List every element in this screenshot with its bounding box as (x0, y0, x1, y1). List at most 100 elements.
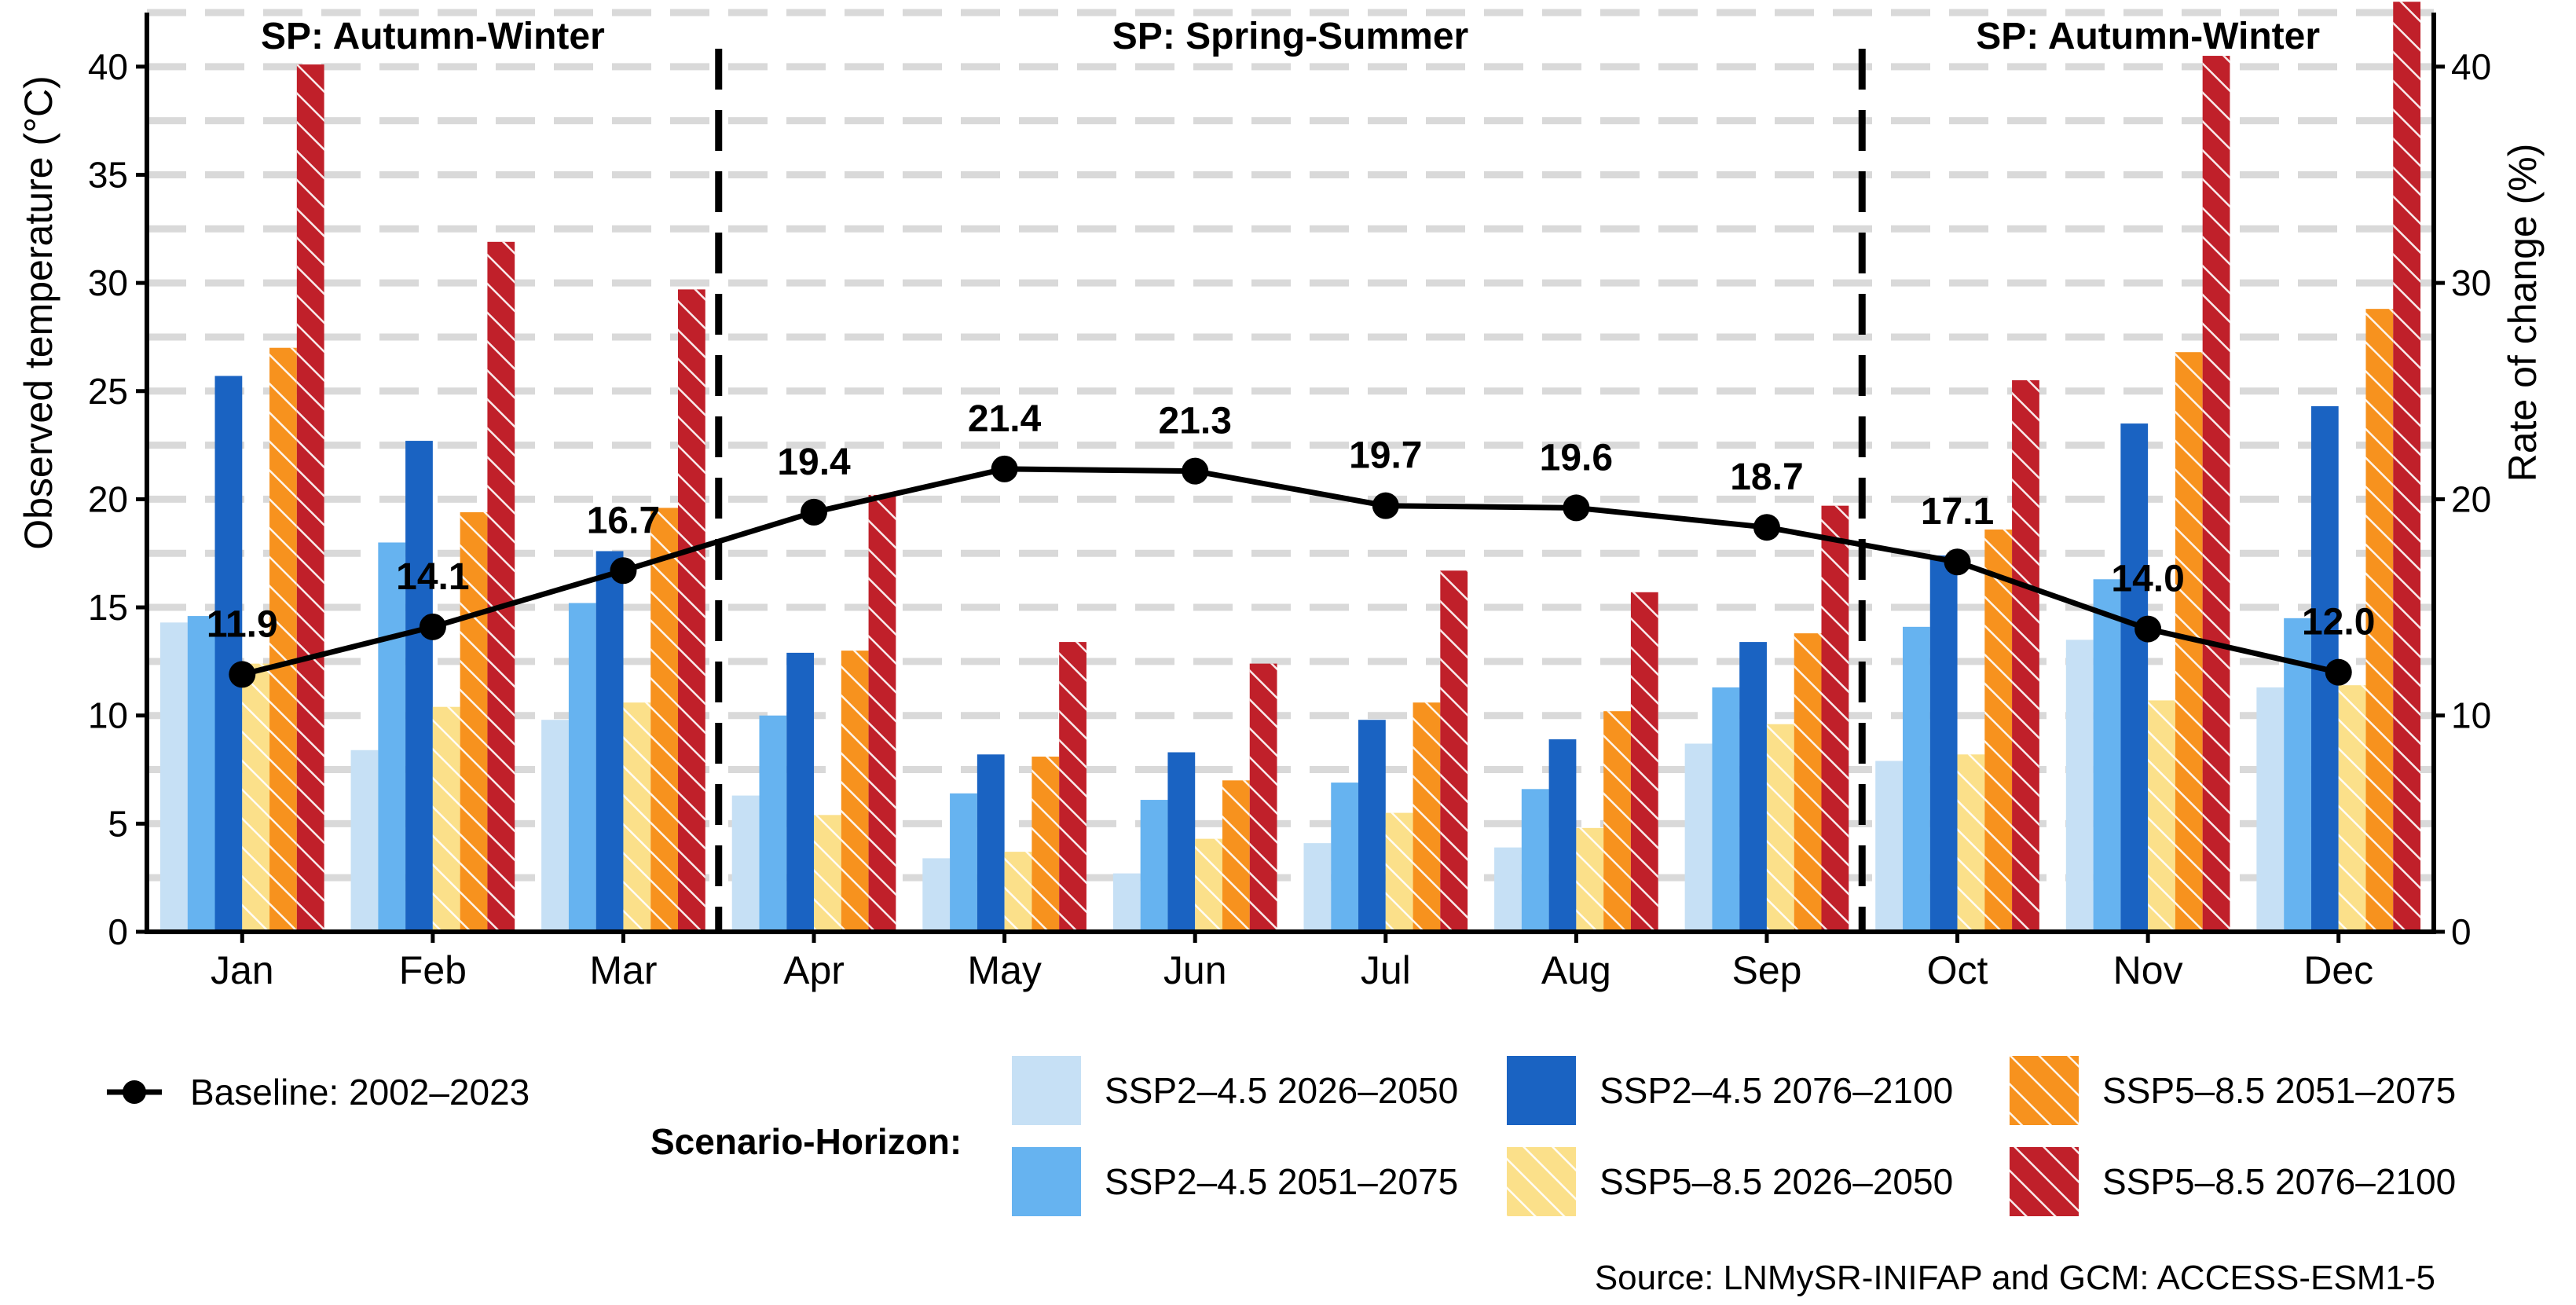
legend-swatch-hatch-icon (2010, 1147, 2079, 1216)
baseline-point-feb (419, 613, 446, 640)
legend-item-label: SSP5–8.5 2051–2075 (2102, 1070, 2456, 1111)
baseline-point-dec (2325, 658, 2352, 686)
bar-hatch-5-jan (269, 347, 297, 932)
legend-baseline-label: Baseline: 2002–2023 (190, 1072, 529, 1113)
bar-hatch-5-sep (1794, 633, 1822, 932)
bar-3-may (977, 754, 1005, 932)
y-left-tick-label: 35 (88, 154, 128, 195)
baseline-data-label-aug: 19.6 (1540, 437, 1613, 478)
baseline-point-jun (1182, 457, 1209, 485)
bar-1-mar (541, 720, 569, 932)
bar-3-aug (1548, 739, 1577, 932)
bar-3-jun (1167, 752, 1196, 932)
bar-hatch-6-jul (1440, 570, 1468, 932)
bar-hatch-4-apr (814, 815, 841, 932)
bar-hatch-5-jul (1413, 702, 1441, 932)
baseline-point-jan (229, 661, 256, 688)
baseline-line (229, 455, 2352, 688)
legend-item-label: SSP2–4.5 2076–2100 (1599, 1070, 1953, 1111)
bar-1-jun (1112, 873, 1141, 932)
y-left-tick-label: 15 (88, 587, 128, 628)
x-tick-label-nov: Nov (2113, 948, 2183, 992)
y-right-tick-label: 10 (2451, 695, 2491, 736)
bar-1-oct (1875, 761, 1904, 932)
season-dividers (715, 49, 1866, 932)
baseline-point-jul (1372, 492, 1399, 519)
y-left-tick-label: 40 (88, 46, 128, 87)
baseline-point-mar (610, 557, 637, 585)
axes (145, 13, 2436, 934)
x-tick-label-oct: Oct (1927, 948, 1988, 992)
x-tick-label-feb: Feb (399, 948, 467, 992)
baseline-point-aug (1563, 494, 1590, 522)
bar-2-dec (2284, 618, 2311, 932)
bar-2-jul (1331, 783, 1359, 932)
baseline-data-label-nov: 14.0 (2111, 559, 2184, 600)
y-right-axis-title: Rate of change (%) (2501, 144, 2545, 482)
bar-1-dec (2256, 687, 2285, 932)
bar-1-feb (350, 750, 379, 932)
bar-hatch-5-jun (1222, 780, 1250, 932)
bar-hatch-5-oct (1984, 529, 2013, 932)
bar-hatch-6-jan (296, 64, 324, 933)
baseline-point-apr (801, 498, 828, 526)
bar-3-mar (595, 551, 624, 932)
y-left-tick-label: 10 (88, 695, 128, 736)
bar-hatch-4-mar (623, 702, 651, 932)
bar-hatch-5-mar (650, 508, 678, 932)
bar-hatch-6-oct (2012, 380, 2039, 932)
x-tick-label-sep: Sep (1731, 948, 1801, 992)
bar-hatch-5-may (1031, 757, 1060, 932)
baseline-point-oct (1944, 548, 1971, 576)
bar-1-jul (1303, 843, 1332, 932)
baseline-data-label-may: 21.4 (968, 398, 1042, 440)
bar-3-nov (2120, 423, 2149, 932)
bar-1-nov (2065, 640, 2094, 932)
bar-hatch-5-dec (2365, 309, 2394, 932)
bar-2-jun (1140, 800, 1168, 932)
legend-swatch-icon (1012, 1147, 1081, 1216)
bar-3-jul (1358, 720, 1386, 932)
bar-hatch-4-oct (1957, 754, 1985, 932)
bar-hatch-5-apr (841, 651, 869, 932)
season-label-1: SP: Autumn-Winter (261, 16, 605, 57)
bar-hatch-6-sep (1821, 505, 1849, 932)
bar-hatch-4-jun (1195, 838, 1222, 932)
x-tick-label-may: May (967, 948, 1041, 992)
legend-swatch-hatch-icon (2010, 1056, 2079, 1125)
bar-2-nov (2093, 579, 2121, 932)
baseline-data-label-apr: 19.4 (777, 442, 851, 483)
bar-3-apr (786, 652, 815, 932)
bar-hatch-4-nov (2148, 700, 2175, 932)
x-tick-label-jul: Jul (1361, 948, 1411, 992)
baseline-data-label-feb: 14.1 (396, 556, 469, 598)
season-label-2: SP: Spring-Summer (1112, 16, 1468, 57)
bar-hatch-5-feb (460, 511, 488, 932)
baseline-data-label-jun: 21.3 (1158, 401, 1231, 442)
bar-hatch-4-jan (242, 663, 270, 932)
bar-2-aug (1521, 789, 1549, 932)
bar-2-oct (1903, 626, 1930, 932)
legend-item-label: SSP5–8.5 2026–2050 (1599, 1161, 1953, 1202)
bar-3-sep (1739, 642, 1767, 932)
y-right-tick-label: 30 (2451, 262, 2491, 303)
bar-hatch-4-sep (1766, 724, 1794, 932)
y-right-tick-label: 20 (2451, 478, 2491, 519)
bar-hatch-6-dec (2393, 2, 2421, 932)
baseline-data-label-sep: 18.7 (1730, 456, 1803, 498)
x-tick-label-jun: Jun (1163, 948, 1227, 992)
baseline-data-label-mar: 16.7 (587, 500, 660, 541)
legend-item-label: SSP2–4.5 2026–2050 (1105, 1070, 1458, 1111)
y-right-tick-label: 40 (2451, 46, 2491, 87)
baseline-data-label-jan: 11.9 (207, 603, 278, 645)
y-left-tick-label: 25 (88, 371, 128, 412)
baseline-data-label-jul: 19.7 (1349, 435, 1422, 477)
bar-hatch-4-feb (432, 706, 460, 932)
labels: 0 5 10 15 20 25 30 35 40 0 10 20 30 40 Jan Feb Mar Apr May… (88, 16, 2491, 992)
bar-2-feb (378, 542, 406, 932)
baseline-series-line (241, 466, 2340, 677)
legend-title: Scenario-Horizon: (650, 1121, 962, 1162)
bar-2-may (950, 793, 977, 932)
bar-hatch-4-aug (1576, 827, 1604, 932)
